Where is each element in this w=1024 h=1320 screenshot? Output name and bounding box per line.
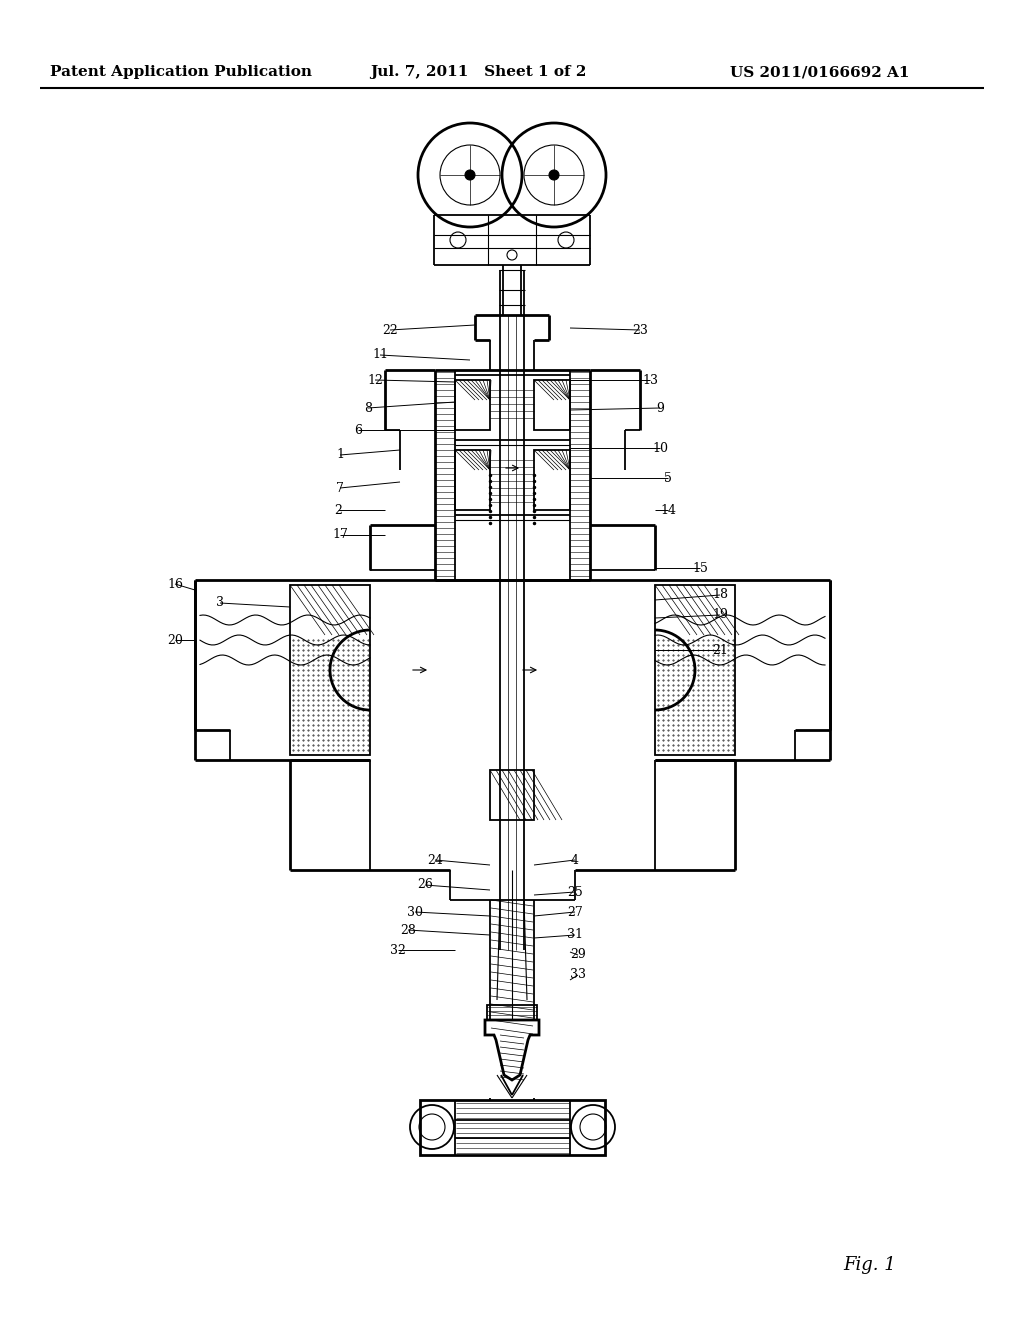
Text: 2: 2 [334, 503, 342, 516]
Bar [290, 585, 370, 755]
Text: Patent Application Publication: Patent Application Publication [50, 65, 312, 79]
Text: 27: 27 [567, 906, 583, 919]
Text: 30: 30 [407, 906, 423, 919]
Text: Jul. 7, 2011   Sheet 1 of 2: Jul. 7, 2011 Sheet 1 of 2 [370, 65, 587, 79]
Text: 22: 22 [382, 323, 398, 337]
Text: 18: 18 [712, 589, 728, 602]
Text: 33: 33 [570, 969, 586, 982]
Text: 23: 23 [632, 323, 648, 337]
Text: Fig. 1: Fig. 1 [844, 1257, 896, 1274]
Bar [487, 1005, 537, 1020]
Text: 9: 9 [656, 401, 664, 414]
Text: 11: 11 [372, 348, 388, 362]
Text: US 2011/0166692 A1: US 2011/0166692 A1 [730, 65, 909, 79]
Text: 4: 4 [571, 854, 579, 866]
Text: 15: 15 [692, 561, 708, 574]
Text: 31: 31 [567, 928, 583, 941]
Text: 21: 21 [712, 644, 728, 656]
Circle shape [549, 170, 559, 180]
Text: 14: 14 [660, 503, 676, 516]
Text: 17: 17 [332, 528, 348, 541]
Text: 19: 19 [712, 609, 728, 622]
Text: 13: 13 [642, 374, 658, 387]
Text: 25: 25 [567, 886, 583, 899]
Text: 26: 26 [417, 879, 433, 891]
Text: 7: 7 [336, 482, 344, 495]
Text: 24: 24 [427, 854, 443, 866]
Bar [490, 770, 534, 820]
Circle shape [465, 170, 475, 180]
Text: 16: 16 [167, 578, 183, 590]
Text: 20: 20 [167, 634, 183, 647]
Bar [534, 380, 570, 430]
Bar [455, 380, 490, 430]
Text: 10: 10 [652, 441, 668, 454]
Bar [655, 585, 735, 755]
Bar [420, 1100, 605, 1155]
Text: 28: 28 [400, 924, 416, 936]
Text: 12: 12 [367, 374, 383, 387]
Text: 6: 6 [354, 424, 362, 437]
Text: 32: 32 [390, 944, 406, 957]
Text: 29: 29 [570, 949, 586, 961]
Bar [534, 450, 570, 510]
Text: 5: 5 [664, 471, 672, 484]
Text: 1: 1 [336, 449, 344, 462]
Text: 8: 8 [364, 401, 372, 414]
Bar [455, 450, 490, 510]
Text: 3: 3 [216, 597, 224, 610]
